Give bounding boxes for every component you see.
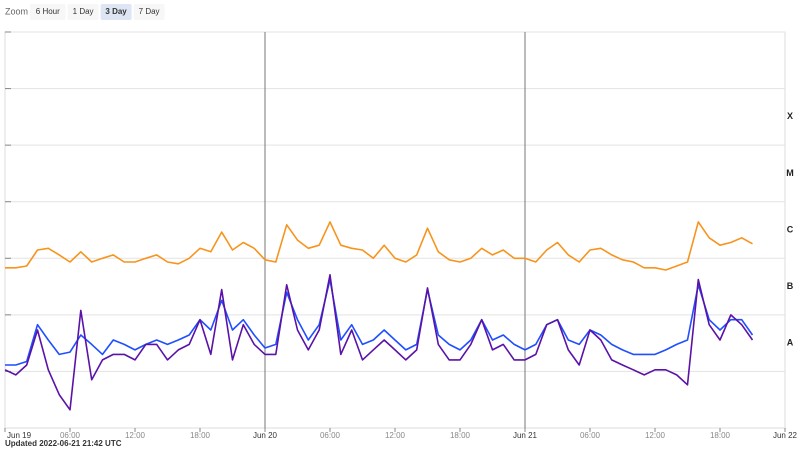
zoom-button-label[interactable]: 3 Day (105, 7, 127, 16)
flux-line (5, 221, 753, 271)
flux-line (4, 274, 754, 411)
x-tick-label: 18:00 (710, 431, 731, 440)
zoom-button[interactable] (100, 4, 132, 20)
x-tick-label: Jun 20 (253, 431, 278, 440)
zoom-button-label[interactable]: 1 Day (73, 7, 94, 16)
x-tick-label: 12:00 (385, 431, 406, 440)
x-tick-label: Jun 19 (7, 431, 32, 440)
x-tick-label: 06:00 (580, 431, 601, 440)
x-tick-label: 12:00 (645, 431, 666, 440)
x-tick-label: 06:00 (320, 431, 341, 440)
zoom-button[interactable] (67, 4, 99, 20)
x-tick-label: Jun 22 (773, 431, 798, 440)
x-tick-label: 18:00 (190, 431, 211, 440)
x-tick-label: 06:00 (60, 431, 81, 440)
zoom-button[interactable] (30, 4, 66, 20)
flare-class-label: A (787, 338, 794, 348)
flux-line (5, 278, 754, 366)
plot-area (4, 31, 786, 429)
flare-class-label: C (787, 224, 794, 234)
x-tick-label: Jun 21 (513, 431, 538, 440)
zoom-button[interactable] (133, 4, 165, 20)
flare-class-label: M (786, 168, 794, 178)
flare-class-label: B (787, 281, 794, 291)
flare-class-label: X (787, 111, 793, 121)
x-tick-label: 18:00 (450, 431, 471, 440)
zoom-label: Zoom (5, 6, 28, 16)
x-tick-label: 12:00 (125, 431, 146, 440)
zoom-button-label[interactable]: 6 Hour (36, 7, 60, 16)
updated-time: Updated 2022-06-21 21:42 UTC (5, 439, 122, 448)
zoom-button-label[interactable]: 7 Day (139, 7, 160, 16)
